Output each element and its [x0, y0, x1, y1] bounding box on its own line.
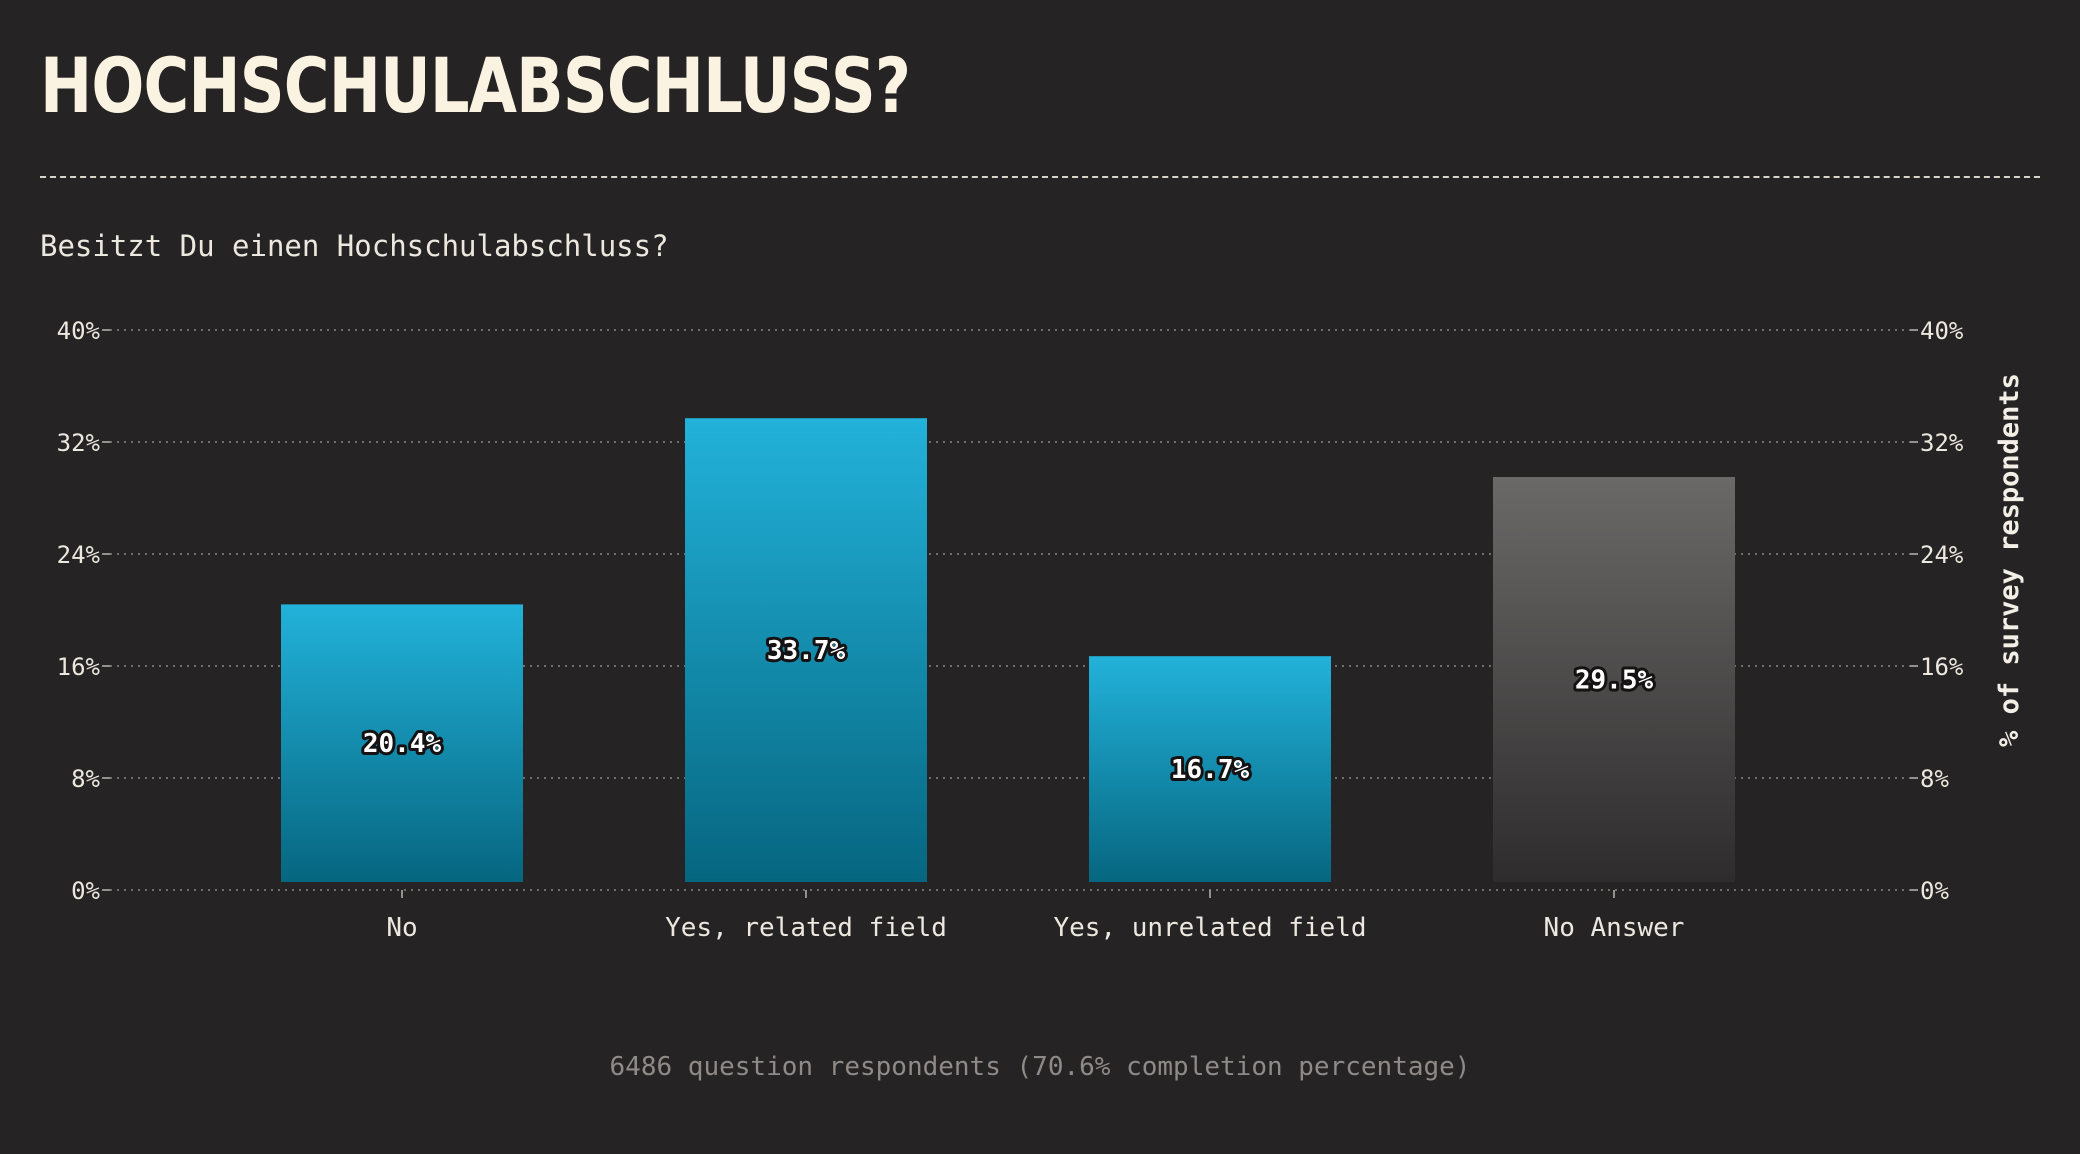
y-axis-title: % of survey respondents: [1994, 373, 2025, 747]
y-tick-label-left: 16%: [57, 653, 101, 681]
bar-yes-related-field: [685, 418, 927, 882]
bars: [281, 418, 1735, 882]
x-category-label: No Answer: [1544, 913, 1685, 943]
respondents-note: 6486 question respondents (70.6% complet…: [609, 1052, 1471, 1082]
y-tick-label-left: 24%: [57, 541, 101, 569]
y-tick-label-right: 40%: [1920, 317, 1964, 345]
y-tick-label-right: 8%: [1920, 765, 1949, 793]
axes: 0% 0% 8% 8% 16% 16% 24% 24% 32% 32% 40% 40% No Yes, r…: [57, 317, 2025, 943]
bar-value-label: 29.5%: [1575, 666, 1654, 696]
x-category-label: No: [386, 913, 417, 943]
bar-no-answer: [1493, 477, 1735, 882]
bar-value-label: 16.7%: [1171, 755, 1250, 785]
y-tick-label-right: 16%: [1920, 653, 1964, 681]
title-divider: [40, 176, 2040, 178]
bar-no: [281, 604, 523, 882]
bar-value-label: 33.7%: [767, 636, 846, 666]
page-title: HOCHSCHULABSCHLUSS?: [40, 41, 911, 130]
y-tick-label-right: 32%: [1920, 429, 1964, 457]
data-labels: 20.4% 33.7% 16.7% 29.5%: [360, 633, 1657, 788]
x-category-label: Yes, related field: [665, 913, 947, 943]
bar-value-label: 20.4%: [363, 729, 442, 759]
y-tick-label-left: 0%: [71, 877, 100, 905]
x-category-label: Yes, unrelated field: [1053, 913, 1366, 943]
y-tick-label-left: 40%: [57, 317, 101, 345]
y-tick-label-left: 8%: [71, 765, 100, 793]
y-tick-label-right: 24%: [1920, 541, 1964, 569]
y-tick-label-left: 32%: [57, 429, 101, 457]
question-text: Besitzt Du einen Hochschulabschluss?: [40, 229, 669, 263]
y-tick-label-right: 0%: [1920, 877, 1949, 905]
bar-yes-unrelated-field: [1089, 656, 1331, 882]
